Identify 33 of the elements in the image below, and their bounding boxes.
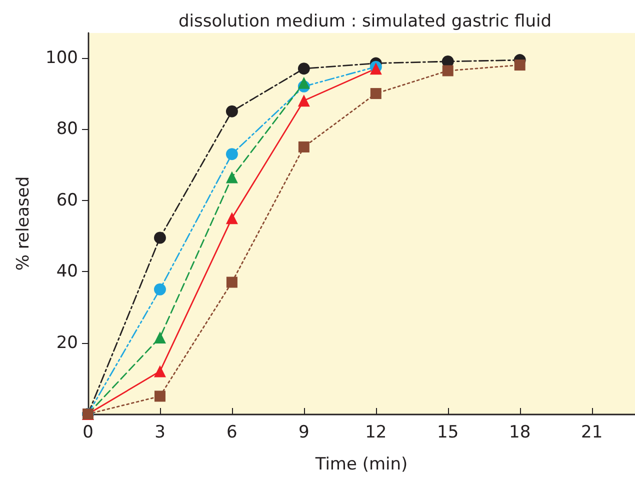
x-tick-label: 9 <box>298 422 310 442</box>
y-axis-title: % released <box>14 176 34 271</box>
point <box>154 283 166 296</box>
x-tick-label: 21 <box>580 422 603 442</box>
x-tick-label: 15 <box>437 422 459 442</box>
point <box>226 276 238 288</box>
point <box>226 171 238 184</box>
x-tick-label: 12 <box>365 422 387 442</box>
point <box>154 390 166 402</box>
point <box>226 105 238 118</box>
x-tick-label: 0 <box>82 422 94 442</box>
y-tick-label: 60 <box>56 190 78 210</box>
point <box>298 94 310 107</box>
point <box>298 141 310 152</box>
point <box>370 88 382 100</box>
point <box>514 60 526 71</box>
point <box>298 62 310 75</box>
point <box>154 232 166 244</box>
point <box>298 76 310 89</box>
y-tick-label: 100 <box>46 48 78 68</box>
y-tick-label: 80 <box>56 119 78 140</box>
point <box>226 212 238 224</box>
point <box>442 65 454 76</box>
point <box>154 331 166 344</box>
point <box>226 148 238 160</box>
y-tick-label: 40 <box>56 262 78 282</box>
x-axis-title: Time (min) <box>314 454 408 474</box>
point <box>154 365 166 378</box>
y-tick-label: 20 <box>56 332 78 353</box>
x-tick-label: 6 <box>226 422 238 442</box>
x-tick-label: 18 <box>509 422 531 442</box>
x-tick-label: 3 <box>154 422 166 442</box>
chart-title: dissolution medium : simulated gastric fluid <box>178 12 552 32</box>
